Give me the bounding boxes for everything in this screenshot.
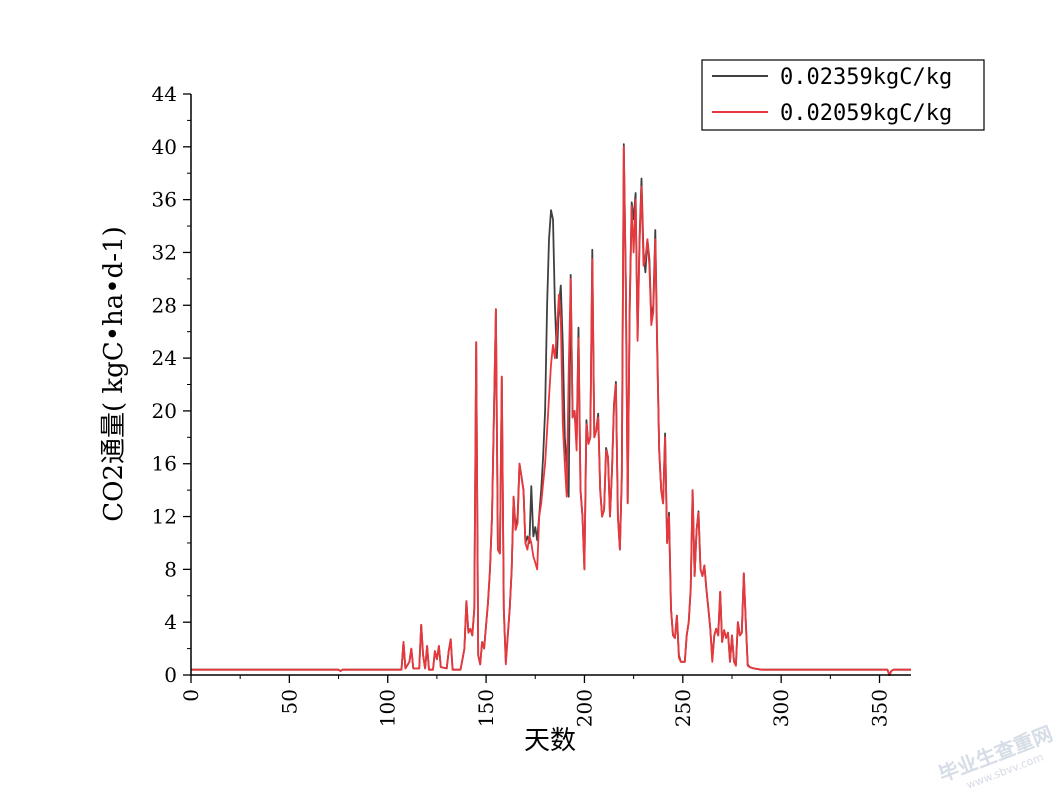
legend: 0.02359kgC/kg 0.02059kgC/kg <box>701 59 985 131</box>
x-tick-label: 200 <box>572 689 596 727</box>
x-axis-title: 天数 <box>524 726 576 756</box>
series-line-1 <box>191 143 911 676</box>
x-tick-label: 0 <box>179 689 203 702</box>
legend-label-series-2: 0.02059kgC/kg <box>780 101 952 126</box>
watermark: 毕业生查重网 www.sbvv.com <box>935 721 1056 792</box>
y-tick-label: 20 <box>152 399 177 423</box>
series-line-2 <box>191 145 911 676</box>
y-tick-label: 0 <box>164 663 177 687</box>
y-tick-label: 28 <box>152 293 177 317</box>
y-tick-label: 24 <box>152 346 177 370</box>
x-tick-label: 100 <box>376 689 400 727</box>
ticks-layer: 0 4 8 12 16 20 24 28 32 36 40 44 0 50 100 150 200 250 300 3… <box>152 82 892 727</box>
x-tick-label: 250 <box>671 689 695 727</box>
y-tick-label: 16 <box>152 452 177 476</box>
y-tick-label: 4 <box>164 610 177 634</box>
y-axis-title: CO2通量( kgC•ha•d-1) <box>99 226 129 521</box>
legend-box <box>701 59 985 131</box>
x-tick-label: 150 <box>474 689 498 727</box>
y-tick-label: 36 <box>152 188 177 212</box>
y-tick-label: 32 <box>152 240 177 264</box>
legend-label-series-1: 0.02359kgC/kg <box>780 65 952 90</box>
axes-layer <box>190 94 911 676</box>
x-tick-label: 350 <box>868 689 892 727</box>
y-tick-label: 8 <box>164 557 177 581</box>
y-tick-label: 40 <box>152 135 177 159</box>
y-tick-label: 44 <box>152 82 177 106</box>
series-layer <box>191 143 911 676</box>
x-tick-label: 50 <box>277 689 301 714</box>
x-tick-label: 300 <box>769 689 793 727</box>
y-tick-label: 12 <box>152 505 177 529</box>
